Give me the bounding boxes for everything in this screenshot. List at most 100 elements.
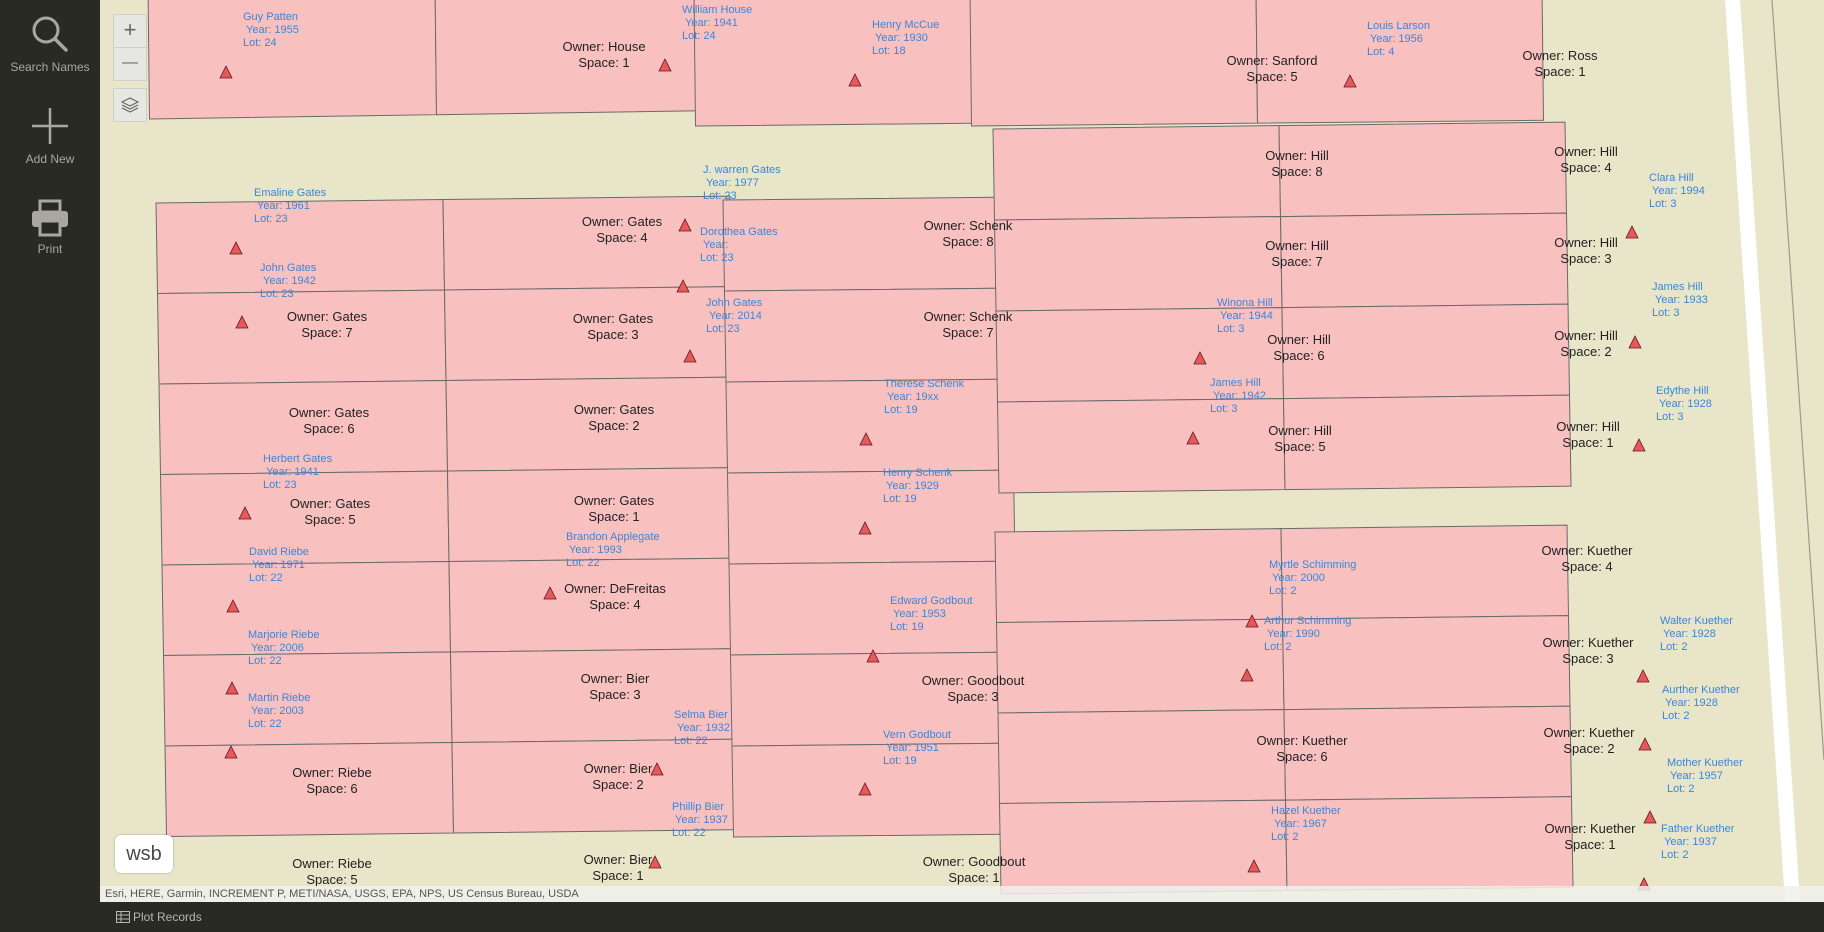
grave-marker-icon[interactable] <box>858 521 872 535</box>
grave-marker-icon[interactable] <box>678 218 692 232</box>
grave-marker-icon[interactable] <box>683 349 697 363</box>
burial-name: Louis Larson <box>1367 20 1430 32</box>
grave-marker-icon[interactable] <box>1245 614 1259 628</box>
plot-polygon[interactable] <box>1279 212 1569 309</box>
table-icon <box>116 911 130 923</box>
plot-owner-label: Owner: Hill <box>1554 144 1618 159</box>
plot-polygon[interactable] <box>1255 0 1545 124</box>
plot-polygon[interactable] <box>725 378 1015 474</box>
burial-lot: Lot: 19 <box>884 404 918 416</box>
layers-button[interactable] <box>113 88 147 122</box>
plot-polygon[interactable] <box>161 561 452 657</box>
grave-marker-icon[interactable] <box>224 745 238 759</box>
grave-marker-icon[interactable] <box>229 241 243 255</box>
plot-polygon[interactable] <box>1282 394 1572 491</box>
grave-marker-icon[interactable] <box>1193 351 1207 365</box>
plot-polygon[interactable] <box>1281 303 1571 400</box>
plot-records-label: Plot Records <box>133 910 202 924</box>
grave-marker-icon[interactable] <box>1628 335 1642 349</box>
plot-polygon[interactable] <box>996 398 1286 494</box>
burial-name: John Gates <box>706 297 763 309</box>
grave-marker-icon[interactable] <box>219 65 233 79</box>
map-view[interactable]: Owner: House Space: 1 Owner: Sanford Space:… <box>100 0 1824 902</box>
add-new-button[interactable]: Add New <box>0 104 100 166</box>
grave-marker-icon[interactable] <box>225 681 239 695</box>
plot-polygon[interactable] <box>731 742 1021 838</box>
grave-marker-icon[interactable] <box>235 315 249 329</box>
grave-marker-icon[interactable] <box>1625 225 1639 239</box>
plot-owner-label: Owner: Goodbout <box>922 673 1025 688</box>
grave-marker-icon[interactable] <box>848 73 862 87</box>
plot-polygon[interactable] <box>969 0 1259 127</box>
plot-polygon[interactable] <box>998 799 1288 895</box>
grave-marker-icon[interactable] <box>226 599 240 613</box>
grave-marker-icon[interactable] <box>658 58 672 72</box>
grave-marker-icon[interactable] <box>858 782 872 796</box>
plot-owner-label: Owner: Kuether <box>1543 725 1635 740</box>
layers-icon <box>120 97 140 113</box>
grave-marker-icon[interactable] <box>238 506 252 520</box>
zoom-in-button[interactable]: + <box>113 14 147 48</box>
plot-space-label: Space: 2 <box>1560 344 1611 359</box>
plot-owner-label: Owner: Goodbout <box>923 854 1026 869</box>
burial-name: Phillip Bier <box>672 801 724 813</box>
plot-space-label: Space: 6 <box>1273 348 1324 363</box>
burial-year: Year: 1961 <box>257 200 310 212</box>
burial-year: Year: 1928 <box>1663 628 1716 640</box>
plot-owner-label: Owner: Gates <box>289 405 370 420</box>
grave-marker-icon[interactable] <box>650 762 664 776</box>
burial-lot: Lot: 22 <box>674 735 708 747</box>
burial-lot: Lot: 19 <box>883 755 917 767</box>
plot-polygon[interactable] <box>442 195 733 291</box>
print-button[interactable]: Print <box>0 198 100 256</box>
zoom-out-button[interactable]: — <box>113 47 147 81</box>
plot-owner-label: Owner: Ross <box>1522 48 1598 63</box>
grave-marker-icon[interactable] <box>859 432 873 446</box>
grave-marker-icon[interactable] <box>1632 438 1646 452</box>
plot-owner-label: Owner: Kuether <box>1544 821 1636 836</box>
burial-year: Year: 1953 <box>893 608 946 620</box>
plot-polygon[interactable] <box>994 528 1284 624</box>
plot-owner-label: Owner: Gates <box>573 311 654 326</box>
grave-marker-icon[interactable] <box>1343 74 1357 88</box>
grave-marker-icon[interactable] <box>676 279 690 293</box>
grave-marker-icon[interactable] <box>1636 669 1650 683</box>
burial-lot: Lot: 2 <box>1264 641 1292 653</box>
burial-name: Vern Godbout <box>883 729 951 741</box>
search-names-button[interactable]: Search Names <box>0 12 100 74</box>
burial-year: Year: 1967 <box>1274 818 1327 830</box>
grave-marker-icon[interactable] <box>1638 737 1652 751</box>
grave-marker-icon[interactable] <box>1186 431 1200 445</box>
grave-marker-icon[interactable] <box>1247 859 1261 873</box>
burial-name: Henry Schenk <box>883 467 953 479</box>
plot-polygon[interactable] <box>992 125 1282 221</box>
plot-polygon[interactable] <box>997 709 1287 805</box>
burial-name: Father Kuether <box>1661 823 1735 835</box>
burial-name: James Hill <box>1652 281 1703 293</box>
plot-polygon[interactable] <box>728 560 1018 656</box>
burial-name: Emaline Gates <box>254 187 327 199</box>
plot-polygon[interactable] <box>726 469 1016 565</box>
burial-lot: Lot: 23 <box>254 213 288 225</box>
burial-year: Year: 1928 <box>1659 398 1712 410</box>
burial-year: Year: 1951 <box>886 742 939 754</box>
grave-marker-icon[interactable] <box>866 649 880 663</box>
plot-space-label: Space: 2 <box>588 418 639 433</box>
plot-records-button[interactable]: Plot Records <box>116 910 202 924</box>
plot-polygon[interactable] <box>1281 615 1571 711</box>
burial-year: Year: 1944 <box>1220 310 1273 322</box>
grave-marker-icon[interactable] <box>648 855 662 869</box>
grave-marker-icon[interactable] <box>543 586 557 600</box>
plot-polygon[interactable] <box>995 618 1285 714</box>
search-icon <box>32 16 68 52</box>
grave-marker-icon[interactable] <box>1643 810 1657 824</box>
plot-space-label: Space: 4 <box>1561 559 1612 574</box>
plot-owner-label: Owner: Schenk <box>924 218 1013 233</box>
grave-marker-icon[interactable] <box>1240 668 1254 682</box>
plot-owner-label: Owner: Kuether <box>1256 733 1348 748</box>
burial-lot: Lot: 22 <box>249 572 283 584</box>
